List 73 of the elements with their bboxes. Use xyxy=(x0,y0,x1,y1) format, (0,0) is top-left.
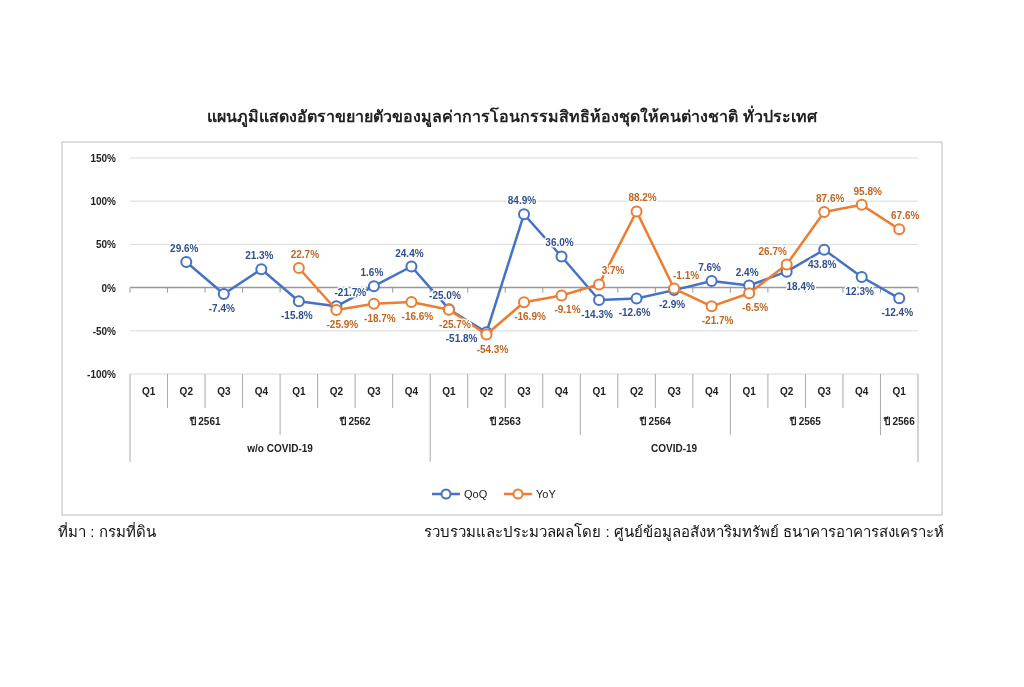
x-tick-label: Q1 xyxy=(142,386,156,397)
text: ปี 2562 xyxy=(338,416,372,427)
x-tick-label: Q4 xyxy=(554,386,569,397)
text: ปี 2564 xyxy=(638,416,672,427)
data-label: -21.7% xyxy=(701,315,734,327)
text: ปี 2565 xyxy=(788,416,822,427)
data-label: -12.4% xyxy=(881,307,914,319)
x-tick-label: Q3 xyxy=(367,386,382,397)
legend-label: QoQ xyxy=(464,488,488,500)
data-label: 22.7% xyxy=(290,248,320,260)
x-tick-label: Q2 xyxy=(179,386,194,397)
data-label: 7.6% xyxy=(698,262,722,274)
text: ปี 2561 xyxy=(188,416,221,427)
text: COVID-19 xyxy=(651,443,698,454)
data-label: -51.8% xyxy=(445,333,478,345)
data-label: -25.9% xyxy=(326,318,359,330)
data-label: 88.2% xyxy=(628,192,657,204)
data-label: -1.1% xyxy=(673,269,700,281)
data-label: 18.4% xyxy=(786,280,815,292)
data-label: -16.6% xyxy=(401,310,434,322)
y-tick-label: 150% xyxy=(90,153,117,164)
text: w/o COVID-19 xyxy=(246,443,314,454)
data-label: 67.6% xyxy=(891,210,920,222)
x-tick-label: Q4 xyxy=(704,386,719,397)
text: ที่มา : กรมที่ดิน xyxy=(58,521,156,540)
data-label: -12.6% xyxy=(618,307,651,319)
data-label: -7.4% xyxy=(208,302,235,314)
data-label: -15.8% xyxy=(281,310,313,322)
legend-label: YoY xyxy=(536,488,557,500)
x-tick-label: Q2 xyxy=(479,386,494,397)
data-label: -9.1% xyxy=(554,304,581,316)
x-tick-label: Q1 xyxy=(592,386,607,397)
data-label: 1.6% xyxy=(360,267,384,279)
text: รวบรวมและประมวลผลโดย : ศูนย์ข้อมูลอสังหาริมทรัพย์ ธนาคารอาคารสงเคราะห์ xyxy=(424,523,944,541)
chart-title: แผนภูมิแสดงอัตราขยายตัวของมูลค่าการโอนกรรมสิทธิห้องชุดให้คนต่างชาติ ทั่วประเทศ xyxy=(207,105,818,128)
data-label: -16.9% xyxy=(514,311,546,323)
x-tick-label: Q1 xyxy=(742,386,757,397)
x-tick-label: Q4 xyxy=(404,386,419,397)
text: ปี 2566 xyxy=(882,416,916,427)
data-label: 12.3% xyxy=(845,285,874,297)
data-label: 43.8% xyxy=(808,258,837,270)
data-label: 26.7% xyxy=(758,245,787,257)
data-label: -6.5% xyxy=(742,302,769,314)
x-tick-label: Q4 xyxy=(254,386,269,397)
y-tick-label: 100% xyxy=(90,196,117,208)
x-tick-label: Q2 xyxy=(779,386,794,397)
x-tick-label: Q3 xyxy=(517,386,532,397)
y-tick-label: 0% xyxy=(101,282,117,294)
data-label: 24.4% xyxy=(395,247,424,259)
data-label: 95.8% xyxy=(853,185,882,197)
x-tick-label: Q3 xyxy=(667,386,682,397)
data-label: 84.9% xyxy=(507,195,537,207)
x-tick-label: Q3 xyxy=(217,386,231,397)
x-tick-label: Q2 xyxy=(629,386,644,397)
x-tick-label: Q1 xyxy=(442,386,457,397)
y-tick-label: -50% xyxy=(92,325,117,337)
data-label: -18.7% xyxy=(364,312,396,324)
x-tick-label: Q4 xyxy=(855,386,869,397)
data-label: -14.3% xyxy=(581,308,613,320)
data-label: 29.6% xyxy=(170,243,199,255)
x-tick-label: Q2 xyxy=(329,386,344,397)
text: ปี 2563 xyxy=(488,416,522,427)
data-label: -54.3% xyxy=(476,343,509,355)
data-label: 87.6% xyxy=(816,192,845,204)
y-tick-label: 50% xyxy=(95,239,117,251)
x-tick-label: Q3 xyxy=(817,386,832,397)
x-tick-label: Q1 xyxy=(292,386,306,397)
data-label: 21.3% xyxy=(245,250,274,262)
data-label: -2.9% xyxy=(659,299,686,311)
data-label: 2.4% xyxy=(735,266,759,278)
x-tick-label: Q1 xyxy=(892,386,907,397)
data-label: -25.7% xyxy=(439,318,471,330)
y-tick-label: -100% xyxy=(87,369,117,380)
